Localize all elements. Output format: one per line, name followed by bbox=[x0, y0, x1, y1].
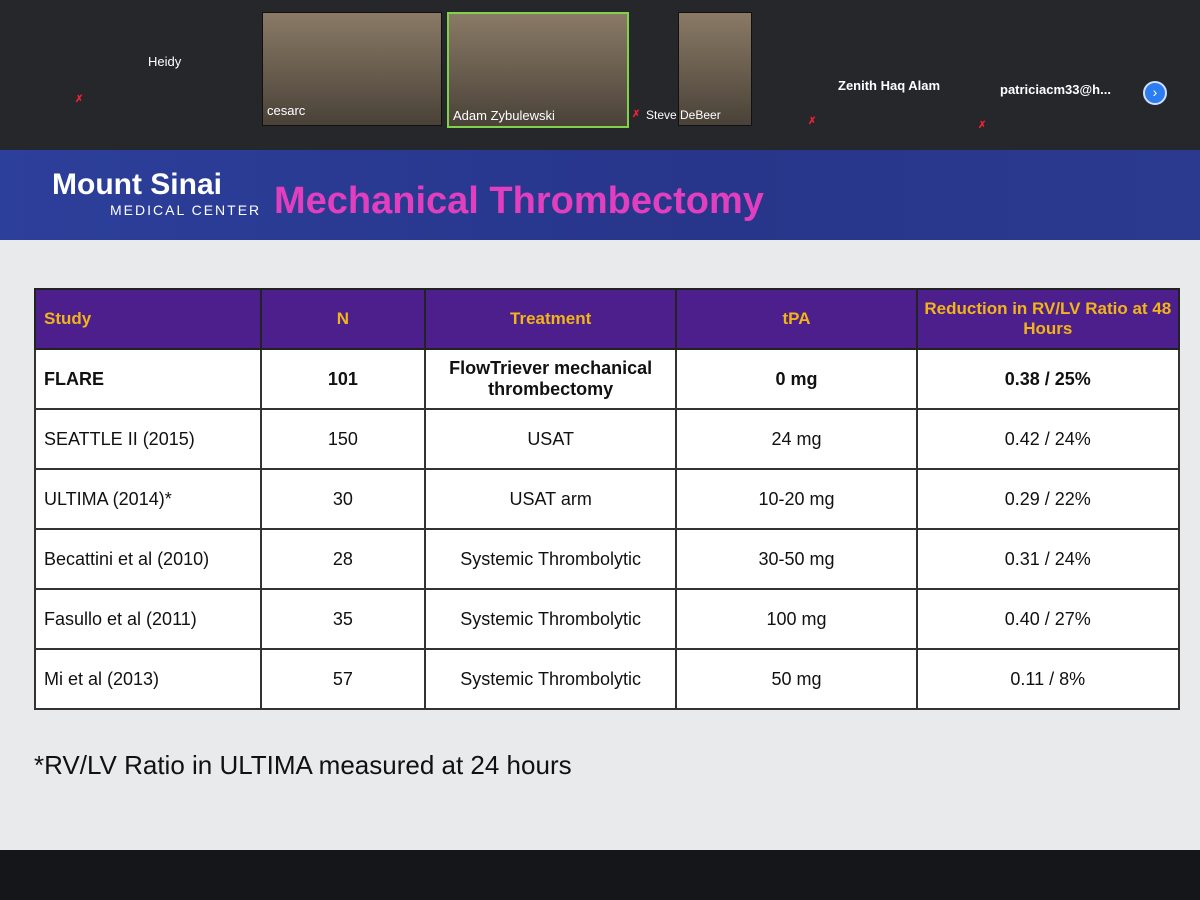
mute-icon: ✗ bbox=[75, 94, 84, 105]
logo-subtitle: MEDICAL CENTER bbox=[110, 202, 262, 218]
table-cell: Systemic Thrombolytic bbox=[423, 528, 678, 590]
table-cell: USAT arm bbox=[423, 468, 678, 530]
participant-name: Heidy bbox=[148, 54, 182, 69]
study-table: Study N Treatment tPA Reduction in RV/LV Rat… bbox=[34, 288, 1181, 710]
table-cell: Mi et al (2013) bbox=[34, 648, 262, 710]
participant-tile: ✗ Steve DeBeer bbox=[630, 12, 752, 126]
table-cell: 101 bbox=[259, 348, 426, 410]
table-body: FLARE 101 FlowTriever mechanical thrombect… bbox=[34, 348, 1181, 710]
table-cell: 30-50 mg bbox=[675, 528, 918, 590]
participant-video: cesarc bbox=[262, 12, 442, 126]
table-cell: Fasullo et al (2011) bbox=[34, 588, 262, 650]
table-cell: 50 mg bbox=[675, 648, 918, 710]
table-cell: 0.31 / 24% bbox=[915, 528, 1181, 590]
table-cell: USAT bbox=[423, 408, 678, 470]
column-header: Reduction in RV/LV Ratio at 48 Hours bbox=[915, 288, 1181, 350]
logo: Mount Sinai MEDICAL CENTER bbox=[52, 168, 261, 218]
table-cell: 24 mg bbox=[675, 408, 918, 470]
table-cell: 30 bbox=[259, 468, 426, 530]
mute-icon: ✗ bbox=[808, 116, 817, 127]
table-cell: 0.40 / 27% bbox=[915, 588, 1181, 650]
next-page-button[interactable]: › bbox=[1143, 81, 1167, 105]
slide-title: Mechanical Thrombectomy bbox=[274, 180, 764, 222]
participant-name: Adam Zybulewski bbox=[453, 108, 555, 123]
table-cell: Systemic Thrombolytic bbox=[423, 648, 678, 710]
table-row: ULTIMA (2014)* 30 USAT arm 10-20 mg 0.29 / 2… bbox=[34, 468, 1181, 530]
table-cell: 0.29 / 22% bbox=[915, 468, 1181, 530]
table-cell: Systemic Thrombolytic bbox=[423, 588, 678, 650]
table-row: Mi et al (2013) 57 Systemic Thrombolytic 50… bbox=[34, 648, 1181, 710]
participant-video: Adam Zybulewski bbox=[447, 12, 629, 128]
table-cell: 10-20 mg bbox=[675, 468, 918, 530]
table-cell: 35 bbox=[259, 588, 426, 650]
screen-bezel bbox=[0, 850, 1200, 900]
table-cell: 150 bbox=[259, 408, 426, 470]
table-cell: 57 bbox=[259, 648, 426, 710]
table-row: FLARE 101 FlowTriever mechanical thrombect… bbox=[34, 348, 1181, 410]
participant-tile: Heidy ✗ bbox=[60, 12, 250, 124]
table-cell: 0.38 / 25% bbox=[915, 348, 1181, 410]
table-cell: FLARE bbox=[34, 348, 262, 410]
table-cell: Becattini et al (2010) bbox=[34, 528, 262, 590]
column-header: N bbox=[259, 288, 426, 350]
table-cell: 0.11 / 8% bbox=[915, 648, 1181, 710]
column-header: tPA bbox=[675, 288, 918, 350]
table-cell: ULTIMA (2014)* bbox=[34, 468, 262, 530]
participant-name: patriciacm33@h... bbox=[1000, 82, 1111, 97]
participant-video bbox=[678, 12, 752, 126]
table-row: Fasullo et al (2011) 35 Systemic Thromboly… bbox=[34, 588, 1181, 650]
table-cell: 0.42 / 24% bbox=[915, 408, 1181, 470]
slide-banner: Mount Sinai MEDICAL CENTER Mechanical Th… bbox=[0, 150, 1200, 240]
logo-name: Mount Sinai bbox=[52, 168, 222, 201]
table-cell: 100 mg bbox=[675, 588, 918, 650]
table-cell: SEATTLE II (2015) bbox=[34, 408, 262, 470]
footnote: *RV/LV Ratio in ULTIMA measured at 24 ho… bbox=[34, 750, 572, 780]
mute-icon: ✗ bbox=[978, 120, 987, 131]
participant-name: cesarc bbox=[267, 103, 306, 118]
table-row: SEATTLE II (2015) 150 USAT 24 mg 0.42 / 24% bbox=[34, 408, 1181, 470]
table-cell: 28 bbox=[259, 528, 426, 590]
participant-strip: Heidy ✗ cesarc Adam Zybulewski ✗ Steve D… bbox=[0, 0, 1200, 150]
table-cell: FlowTriever mechanical thrombectomy bbox=[423, 348, 678, 410]
mute-icon: ✗ bbox=[632, 109, 641, 120]
column-header: Treatment bbox=[423, 288, 678, 350]
slide: Mount Sinai MEDICAL CENTER Mechanical Th… bbox=[0, 150, 1200, 850]
participant-name: Steve DeBeer bbox=[646, 108, 721, 122]
participant-tile: Zenith Haq Alam ✗ bbox=[790, 12, 960, 127]
table-cell: 0 mg bbox=[675, 348, 918, 410]
column-header: Study bbox=[34, 288, 262, 350]
table-row: Becattini et al (2010) 28 Systemic Thrombo… bbox=[34, 528, 1181, 590]
participant-tile: patriciacm33@h... ✗ bbox=[970, 12, 1130, 131]
participant-name: Zenith Haq Alam bbox=[838, 78, 941, 93]
header-row: Study N Treatment tPA Reduction in RV/LV Rat… bbox=[34, 288, 1181, 350]
